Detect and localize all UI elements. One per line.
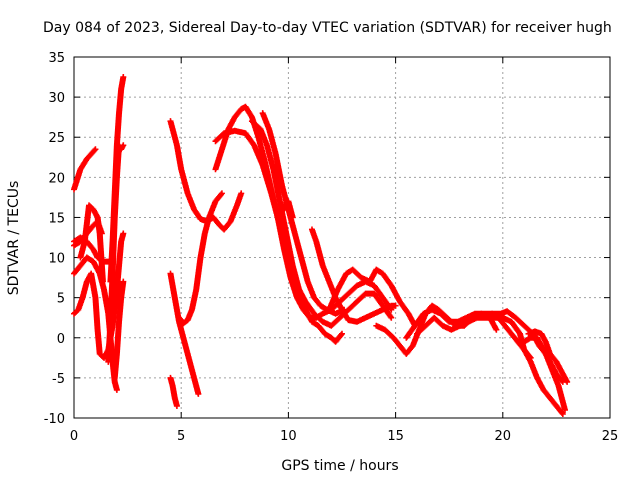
y-tick-label: 35 [48,51,65,66]
x-tick-label: 20 [495,429,512,444]
marker-trace [167,374,180,409]
series-arc-23 [414,314,566,417]
y-tick-label: -5 [52,372,65,387]
series-arc-24 [489,310,534,361]
marker-trace [521,334,566,385]
y-tick-label: 0 [57,332,65,347]
y-tick-label: -10 [44,412,65,427]
marker-trace [326,266,418,329]
y-tick-label: 5 [57,292,65,307]
marker-trace [525,328,571,385]
x-tick-label: 15 [387,429,404,444]
y-tick-label: 30 [48,91,65,106]
x-tick-label: 5 [177,429,185,444]
marker-trace [414,314,566,417]
marker-trace [212,103,395,321]
marker-trace [77,202,106,285]
series-arc-04 [77,202,106,285]
series-arc-11 [167,270,202,397]
series-arc-08 [107,74,127,285]
x-tick-label: 0 [70,429,78,444]
marker-trace [167,118,245,233]
series-arc-25 [525,328,571,385]
marker-trace [276,198,296,221]
marker-trace [71,146,99,193]
series-arc-14 [212,103,395,321]
marker-trace [167,270,202,397]
marker-trace [111,278,127,381]
y-axis-label: SDTVAR / TECUs [6,181,22,296]
series-arc-26 [521,334,566,385]
chart-title: Day 084 of 2023, Sidereal Day-to-day VTE… [43,20,612,36]
marker-trace [107,74,127,285]
marker-trace [489,310,534,361]
y-tick-label: 20 [48,171,65,186]
series-arc-18 [276,198,296,221]
plot-area [73,56,611,419]
x-tick-label: 10 [280,429,297,444]
series-arc-13 [176,190,225,327]
data-series [71,74,571,417]
x-tick-label: 25 [602,429,619,444]
axis-ticks: 0 5 10 15 20 25 -10 -5 0 5 10 15 20 25 30 35 [44,51,619,444]
series-arc-01 [71,146,99,193]
marker-trace [259,110,348,317]
marker-trace [176,190,225,327]
series-arc-10 [167,118,245,233]
x-axis-label: GPS time / hours [281,458,398,474]
series-arc-17 [259,110,348,317]
y-tick-label: 15 [48,211,65,226]
series-arc-12 [167,374,180,409]
y-tick-label: 25 [48,131,65,146]
y-tick-label: 10 [48,252,65,267]
series-arc-20 [326,266,418,329]
series-arc-09 [111,278,127,381]
